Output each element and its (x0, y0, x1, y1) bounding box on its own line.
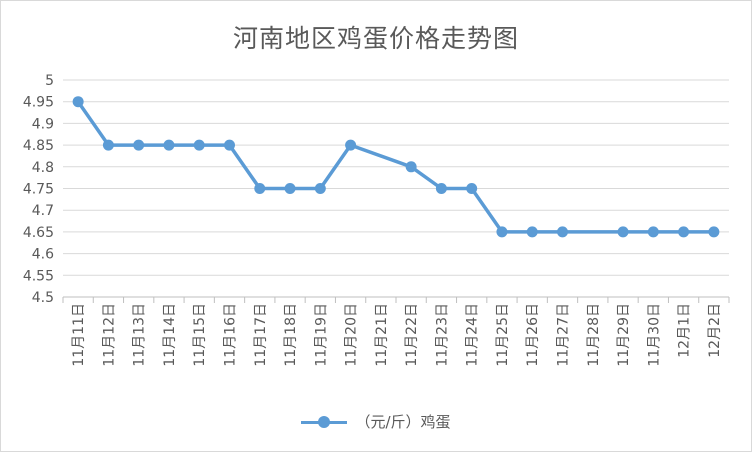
data-point (345, 139, 357, 151)
y-tick-label: 4.7 (32, 203, 54, 219)
data-point (405, 161, 417, 173)
data-point (678, 226, 690, 238)
y-tick-label: 4.55 (23, 268, 54, 284)
y-tick-label: 4.65 (23, 225, 54, 241)
x-tick-label: 11月27日 (556, 303, 572, 367)
y-tick-label: 4.6 (32, 247, 54, 263)
data-point (224, 139, 235, 151)
y-tick-label: 4.9 (32, 116, 54, 132)
x-tick-label: 11月26日 (525, 303, 541, 367)
data-point (435, 183, 447, 194)
y-tick-label: 4.5 (32, 290, 54, 306)
y-axis: 4.5 4.55 4.6 4.65 4.7 4.75 4.8 4.85 4.9 4.95 5 (23, 73, 54, 306)
y-tick-label: 4.85 (23, 138, 54, 154)
data-point (163, 139, 175, 151)
x-tick-label: 11月24日 (465, 303, 481, 367)
y-tick-label: 4.95 (23, 95, 54, 111)
gridlines (63, 79, 729, 298)
x-tick-label: 11月23日 (434, 303, 450, 367)
x-tick-label: 11月25日 (495, 303, 511, 367)
chart-title: 河南地区鸡蛋价格走势图 (232, 24, 519, 53)
data-point (284, 183, 296, 194)
legend-series-label: （元/斤）鸡蛋 (355, 413, 451, 431)
x-tick-label: 11月20日 (344, 303, 360, 367)
x-tick-label: 11月21日 (374, 303, 390, 367)
x-tick-label: 11月17日 (253, 303, 269, 367)
data-point (314, 183, 326, 194)
x-tick-label: 11月30日 (646, 303, 662, 367)
legend-series-marker (301, 415, 348, 428)
x-tick-label: 11月19日 (313, 303, 329, 367)
x-tick-label: 11月22日 (404, 303, 420, 367)
data-point (102, 139, 114, 151)
y-tick-label: 4.75 (23, 182, 54, 198)
x-tick-label: 11月14日 (162, 303, 178, 367)
data-point (466, 183, 478, 194)
data-point (133, 139, 145, 151)
x-tick-label: 12月1日 (677, 303, 693, 358)
x-tick-label: 11月29日 (616, 303, 632, 367)
data-point (193, 139, 205, 151)
x-tick-label: 11月18日 (283, 303, 299, 367)
x-tick-label: 11月13日 (132, 303, 148, 367)
x-tick-label: 11月11日 (71, 303, 87, 367)
data-point (526, 226, 538, 238)
x-tick-label: 11月15日 (192, 303, 208, 367)
data-point (557, 226, 568, 238)
y-tick-label: 5 (45, 73, 54, 89)
data-point (72, 96, 84, 108)
y-tick-label: 4.8 (32, 160, 54, 176)
data-point (647, 226, 659, 238)
x-tick-label: 11月28日 (586, 303, 602, 367)
data-point (254, 183, 266, 194)
x-tick-label: 12月2日 (707, 303, 723, 358)
x-tick-label: 11月12日 (101, 303, 117, 367)
data-point (708, 226, 720, 238)
x-tick-label: 11月16日 (223, 303, 239, 367)
legend: （元/斤）鸡蛋 (1, 411, 751, 432)
x-axis: 11月11日 11月12日 11月13日 11月14日 11月15日 11月16日 11月1… (62, 296, 730, 367)
data-point (496, 226, 508, 238)
data-point (617, 226, 629, 238)
series-layer (72, 96, 720, 238)
